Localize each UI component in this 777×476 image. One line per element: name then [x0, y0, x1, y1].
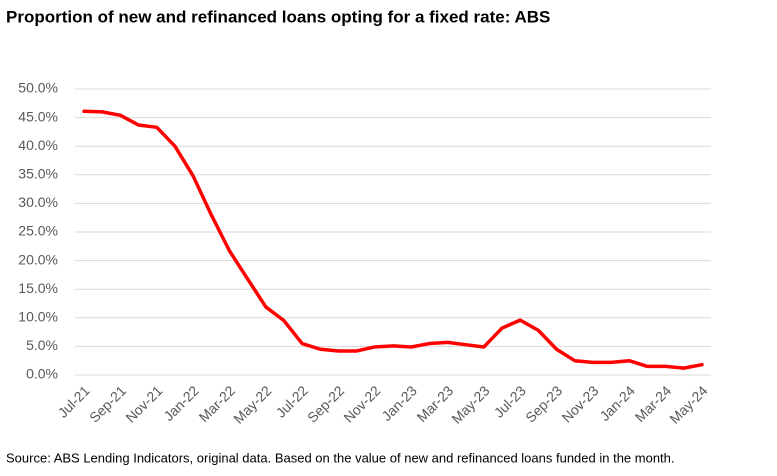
y-tick-label: 40.0%: [18, 137, 58, 153]
source-note: Source: ABS Lending Indicators, original…: [6, 450, 675, 465]
line-series: [82, 109, 704, 370]
x-tick-label: Sep-22: [304, 382, 347, 425]
y-tick-label: 5.0%: [26, 337, 58, 353]
x-tick-label: Nov-21: [122, 382, 165, 425]
x-tick-label: Jan-23: [378, 382, 420, 424]
x-tick-label: May-24: [666, 382, 710, 426]
y-tick-label: 25.0%: [18, 223, 58, 239]
x-tick-label: Mar-24: [632, 382, 675, 425]
chart-title: Proportion of new and refinanced loans o…: [6, 7, 550, 26]
x-tick-label: Sep-21: [86, 382, 129, 425]
y-tick-label: 50.0%: [18, 80, 58, 96]
x-tick-label: Nov-22: [340, 382, 383, 425]
x-tick-label: May-22: [230, 382, 274, 426]
x-tick-label: Mar-23: [414, 382, 457, 425]
y-tick-label: 15.0%: [18, 280, 58, 296]
y-tick-label: 35.0%: [18, 166, 58, 182]
y-tick-label: 0.0%: [26, 366, 58, 382]
y-tick-label: 45.0%: [18, 108, 58, 124]
x-tick-label: Nov-23: [558, 382, 601, 425]
x-tick-label: Sep-23: [522, 382, 565, 425]
x-tick-label: Jan-24: [596, 382, 638, 424]
x-tick-label: Jan-22: [160, 382, 202, 424]
y-tick-label: 30.0%: [18, 194, 58, 210]
x-tick-label: May-23: [448, 382, 492, 426]
y-tick-label: 20.0%: [18, 251, 58, 267]
y-tick-label: 10.0%: [18, 309, 58, 325]
x-tick-label: Mar-22: [196, 382, 239, 425]
